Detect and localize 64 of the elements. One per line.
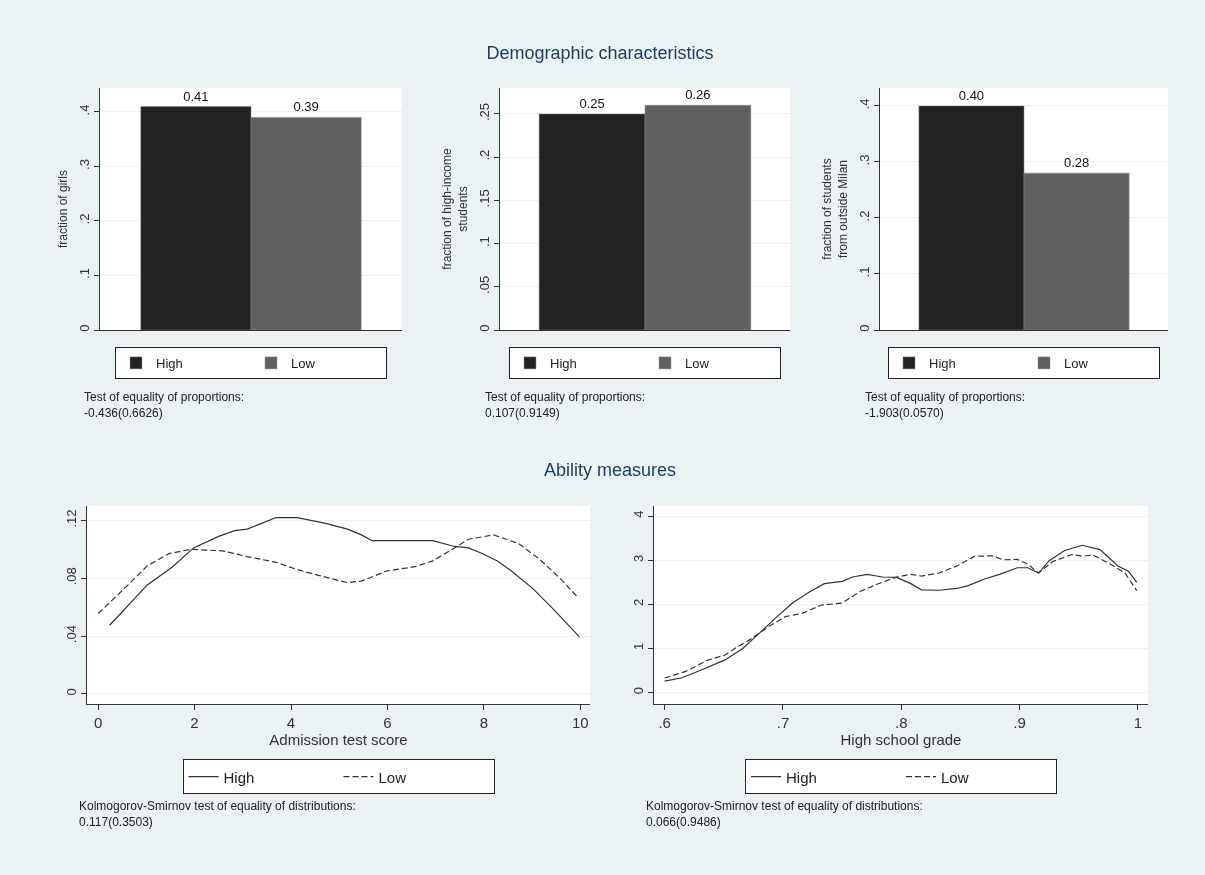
y-axis-title: fraction of girls: [56, 169, 71, 249]
y-axis-title: fraction of students from outside Milan: [820, 158, 851, 260]
y-tick-label: .15: [476, 189, 492, 208]
data-label: 0.25: [579, 95, 605, 111]
y-tick-label: .12: [63, 509, 79, 528]
legend-label: Low: [378, 768, 407, 786]
y-tick-label: .1: [476, 236, 492, 248]
y-tick-label: 2: [630, 598, 646, 607]
x-tick-label: 1: [1133, 714, 1143, 731]
y-tick-label: 0: [476, 324, 492, 332]
x-tick-label: 4: [286, 714, 296, 731]
text: Test of equality of proportions: 0.107(0.9149): [485, 390, 646, 420]
y-tick-label: .1: [76, 268, 92, 279]
y-tick-label: 0: [76, 324, 92, 332]
y-tick-label: .2: [476, 149, 492, 161]
y-tick-label: .2: [856, 210, 872, 222]
data-label: 0.28: [1063, 155, 1090, 171]
x-tick-label: 6: [383, 714, 392, 731]
y-tick-label: .25: [476, 102, 492, 122]
chart-title: Demographic characteristics: [486, 43, 714, 64]
x-tick-label: .9: [1013, 714, 1026, 731]
text: Kolmogorov-Smirnov test of equality of distributions: 0.117(0.3503): [79, 799, 356, 829]
x-tick-label: .6: [658, 714, 671, 731]
y-tick-label: .3: [856, 154, 872, 166]
text: Kolmogorov-Smirnov test of equality of distributions: 0.066(0.9486): [646, 799, 923, 829]
legend-label: High: [550, 355, 577, 371]
y-tick-label: 0: [63, 688, 79, 696]
y-tick-label: .08: [63, 567, 79, 586]
legend-label: Low: [941, 768, 969, 786]
x-axis-title: High school grade: [840, 731, 962, 748]
data-label: 0.26: [685, 87, 711, 103]
y-tick-label: .4: [76, 104, 92, 116]
x-tick-label: 10: [572, 714, 589, 731]
data-label: 0.39: [293, 99, 319, 115]
data-label: 0.41: [183, 88, 209, 104]
x-tick-label: 2: [190, 714, 199, 731]
y-tick-label: 0: [856, 324, 872, 332]
y-tick-label: .05: [476, 275, 492, 294]
legend-label: Low: [291, 355, 316, 371]
chart-title: Ability measures: [543, 460, 677, 481]
y-axis-title: fraction of high-income students: [440, 147, 471, 270]
y-tick-label: 3: [630, 554, 646, 562]
legend-label: Low: [1064, 355, 1089, 371]
y-tick-label: 1: [630, 642, 646, 651]
text: Test of equality of proportions: -1.903(0.0570): [865, 390, 1026, 420]
x-tick-label: 8: [479, 714, 489, 731]
x-tick-label: 0: [93, 714, 103, 731]
legend-label: High: [156, 355, 183, 371]
legend-label: High: [929, 355, 956, 371]
legend-label: High: [786, 768, 817, 786]
x-tick-label: .8: [895, 714, 908, 731]
y-tick-label: .2: [76, 213, 92, 225]
x-tick-label: .7: [776, 714, 790, 731]
data-label: 0.40: [958, 87, 985, 103]
y-tick-label: .04: [63, 625, 79, 644]
y-tick-label: .3: [76, 159, 92, 170]
text: Test of equality of proportions: -0.436(0.6626): [84, 390, 245, 420]
y-tick-label: 4: [630, 510, 646, 518]
y-tick-label: .1: [856, 266, 872, 278]
x-axis-title: Admission test score: [269, 731, 408, 748]
legend-label: Low: [685, 355, 710, 371]
y-tick-label: .4: [856, 98, 872, 110]
y-tick-label: 0: [630, 686, 646, 695]
legend-label: High: [223, 768, 255, 786]
